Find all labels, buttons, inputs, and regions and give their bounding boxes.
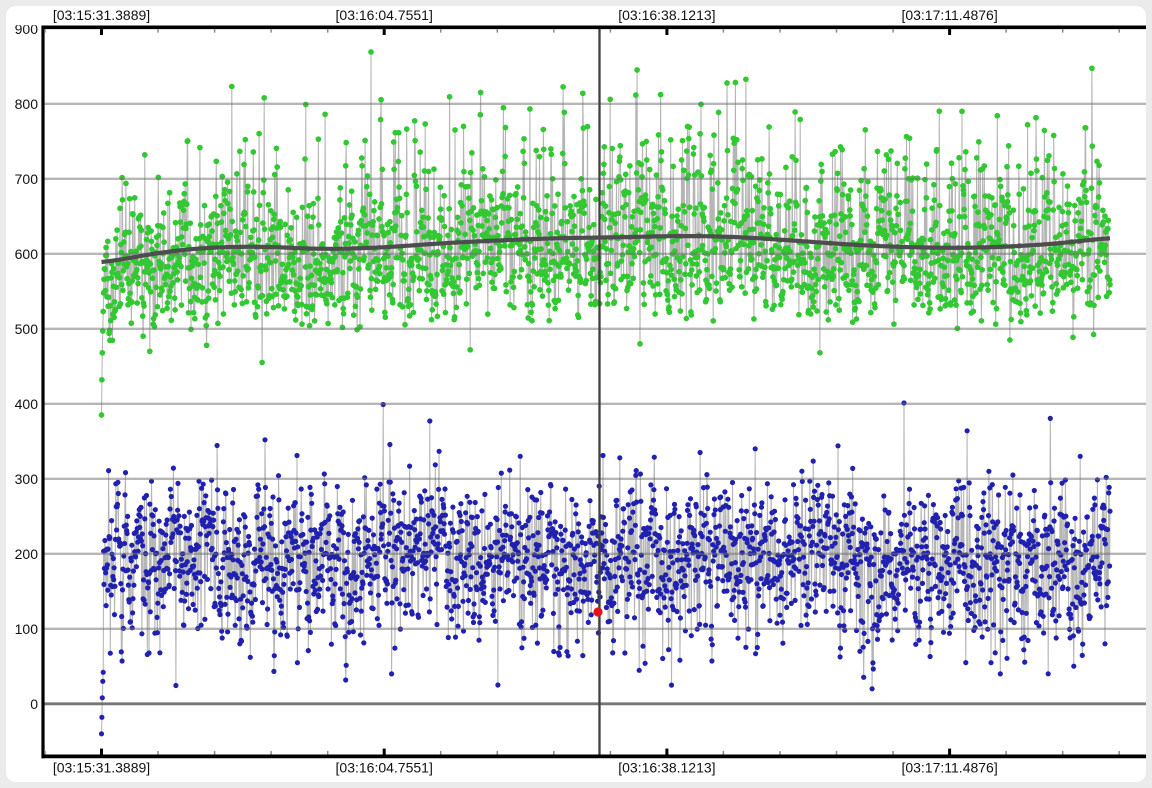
svg-text:600: 600 (15, 246, 39, 262)
svg-text:[03:17:11.4876]: [03:17:11.4876] (901, 7, 997, 23)
svg-text:0: 0 (30, 696, 38, 712)
svg-text:[03:16:04.7551]: [03:16:04.7551] (336, 760, 433, 776)
svg-text:[03:15:31.3889]: [03:15:31.3889] (53, 7, 150, 23)
svg-text:900: 900 (15, 21, 39, 37)
svg-text:300: 300 (15, 471, 39, 487)
svg-text:800: 800 (15, 96, 39, 112)
svg-text:400: 400 (15, 396, 39, 412)
svg-text:200: 200 (15, 546, 39, 562)
svg-text:[03:16:04.7551]: [03:16:04.7551] (336, 7, 433, 23)
svg-text:700: 700 (15, 171, 39, 187)
svg-text:[03:16:38.1213]: [03:16:38.1213] (618, 760, 715, 776)
svg-text:100: 100 (15, 621, 39, 637)
svg-text:[03:17:11.4876]: [03:17:11.4876] (901, 760, 997, 776)
svg-text:500: 500 (15, 321, 39, 337)
svg-text:[03:16:38.1213]: [03:16:38.1213] (618, 7, 715, 23)
svg-text:[03:15:31.3889]: [03:15:31.3889] (53, 760, 150, 776)
